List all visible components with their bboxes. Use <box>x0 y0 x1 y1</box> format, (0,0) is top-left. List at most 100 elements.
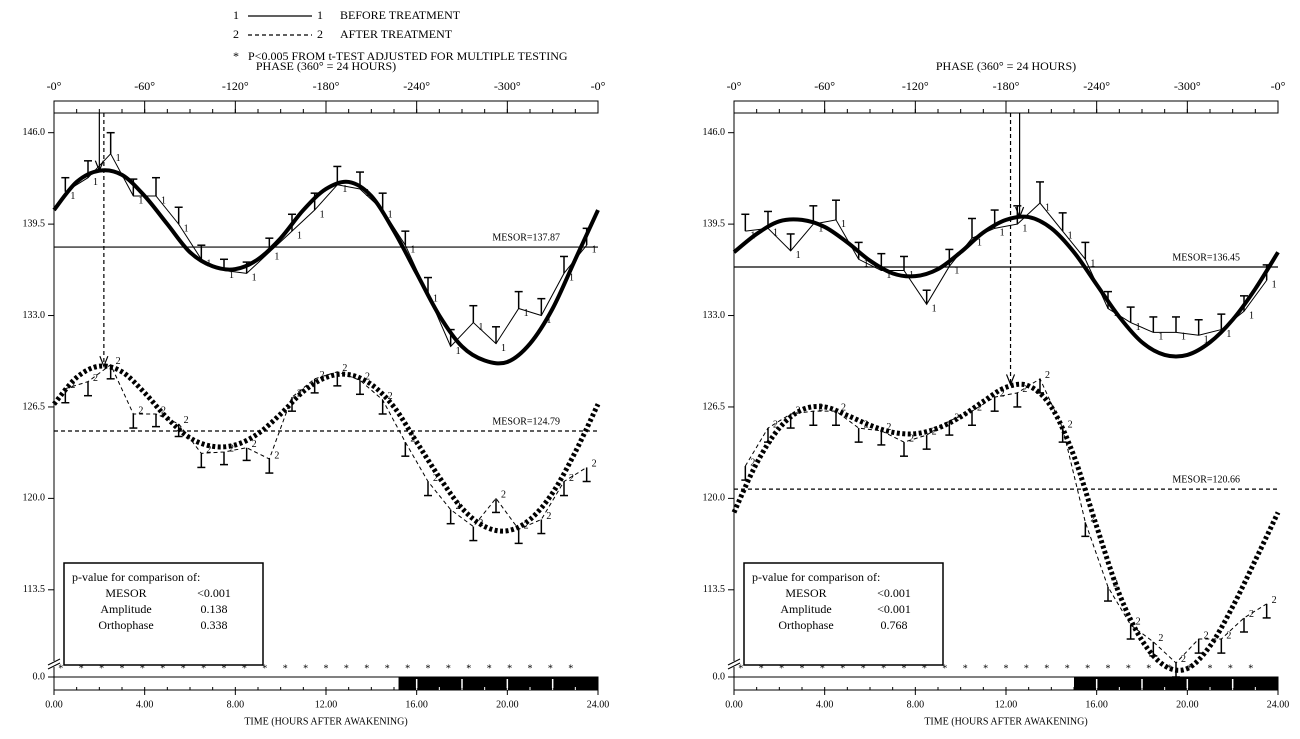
x2-tick-label: -240° <box>1083 79 1110 93</box>
acrophase-arrow <box>1005 374 1016 387</box>
point-symbol: 2 <box>524 521 529 532</box>
error-bar <box>424 481 432 497</box>
error-bar <box>288 213 296 232</box>
error-bar <box>741 213 750 232</box>
point-symbol: 2 <box>252 439 257 450</box>
point-symbol: 2 <box>342 363 347 374</box>
error-bar <box>1172 316 1180 333</box>
x-axis-title: TIME (HOURS AFTER AWAKENING) <box>244 716 407 727</box>
acrophase-arrow <box>94 160 104 173</box>
error-bar <box>333 165 342 185</box>
stats-box <box>63 562 264 666</box>
point-symbol: 1 <box>750 230 755 241</box>
error-bar <box>560 481 568 497</box>
fit-curve <box>731 381 1281 673</box>
point-symbol: 1 <box>274 252 279 263</box>
error-bar <box>1126 306 1135 323</box>
stats-title: p-value for comparison of: <box>72 570 200 584</box>
point-symbol: 2 <box>206 445 211 456</box>
error-bar <box>1036 378 1044 394</box>
error-bar <box>809 411 818 426</box>
y-tick-label: 113.5 <box>703 584 725 595</box>
point-symbol: 2 <box>864 419 869 430</box>
significance-mark: * <box>568 663 573 674</box>
error-bar <box>1172 662 1180 678</box>
error-bar <box>106 131 115 154</box>
significance-mark: * <box>222 663 227 674</box>
stats-box <box>743 562 944 666</box>
point-symbol: 2 <box>1068 419 1073 430</box>
mesor-label: MESOR=124.79 <box>492 416 560 427</box>
significance-mark: * <box>983 663 988 674</box>
point-symbol: 1 <box>433 294 438 305</box>
significance-mark: * <box>283 663 288 674</box>
significance-mark: * <box>181 663 186 674</box>
error-bar <box>1013 392 1022 408</box>
acrophase-arrow <box>99 355 109 368</box>
error-bar <box>809 205 818 225</box>
legend: 1 1 BEFORE TREATMENT 2 2 AFTER TREATMENT… <box>233 8 568 63</box>
point-symbol: 1 <box>1136 322 1141 333</box>
point-symbol: 1 <box>320 209 325 220</box>
point-symbol: 2 <box>93 373 98 384</box>
error-bar <box>1104 290 1112 309</box>
y-tick-label: 120.0 <box>23 493 46 504</box>
point-symbol: 2 <box>1045 370 1050 381</box>
error-bar <box>1262 603 1271 619</box>
x-tick-label: 24.00 <box>1267 699 1290 710</box>
x-tick-label: 20.00 <box>1176 699 1199 710</box>
significance-mark: * <box>1187 663 1192 674</box>
error-bar <box>242 261 251 274</box>
error-bar <box>1058 212 1067 232</box>
x2-tick-label: -180° <box>313 79 340 93</box>
point-symbol: 2 <box>1226 630 1231 641</box>
significance-mark: * <box>58 663 63 674</box>
significance-mark: * <box>528 663 533 674</box>
y-tick-label: 139.5 <box>703 218 726 229</box>
point-symbol: 1 <box>1045 202 1050 213</box>
stats-value: 0.138 <box>201 602 228 616</box>
x2-tick-label: -0° <box>727 79 742 93</box>
error-bar <box>786 233 795 251</box>
panel: -0° -60° -120° -180° -240° -300° -0° PHASE (360… <box>23 59 610 728</box>
legend-symbol: * <box>233 49 239 63</box>
point-symbol: 2 <box>70 380 75 391</box>
point-symbol: 1 <box>592 245 597 256</box>
x2-tick-label: -60° <box>814 79 835 93</box>
point-symbol: 2 <box>1113 578 1118 589</box>
x-tick-label: 0.00 <box>725 699 743 710</box>
significance-mark: * <box>1146 663 1151 674</box>
error-bar <box>333 371 342 387</box>
point-symbol: 2 <box>954 412 959 423</box>
point-symbol: 1 <box>1226 329 1231 340</box>
y-tick-label: 133.0 <box>23 310 46 321</box>
error-bar <box>84 160 92 178</box>
significance-mark: * <box>1024 663 1029 674</box>
point-symbol: 2 <box>274 450 279 461</box>
error-bar <box>152 413 160 428</box>
error-bar <box>582 467 591 483</box>
point-symbol: 1 <box>70 191 75 202</box>
point-symbol: 1 <box>229 270 234 281</box>
error-bar <box>1081 522 1090 538</box>
x2-tick-label: -180° <box>993 79 1020 93</box>
stats-label: Amplitude <box>780 602 831 616</box>
error-bar <box>968 411 976 426</box>
point-symbol: 2 <box>1204 630 1209 641</box>
significance-mark: * <box>426 663 431 674</box>
point-symbol: 2 <box>1000 388 1005 399</box>
significance-mark: * <box>446 663 451 674</box>
significance-mark: * <box>1248 663 1253 674</box>
point-symbol: 1 <box>773 228 778 239</box>
observed-line <box>744 378 1267 664</box>
observed-line <box>745 202 1268 336</box>
x2-axis-title: PHASE (360° = 24 HOURS) <box>256 59 396 73</box>
significance-mark: * <box>79 663 84 674</box>
point-symbol: 2 <box>161 405 166 416</box>
x-tick-label: 8.00 <box>907 699 925 710</box>
panel: -0° -60° -120° -180° -240° -300° -0° PHASE (360… <box>703 59 1290 728</box>
stats-label: Orthophase <box>98 618 153 632</box>
significance-mark: * <box>861 663 866 674</box>
error-bar <box>446 328 455 347</box>
significance-mark: * <box>1044 663 1049 674</box>
